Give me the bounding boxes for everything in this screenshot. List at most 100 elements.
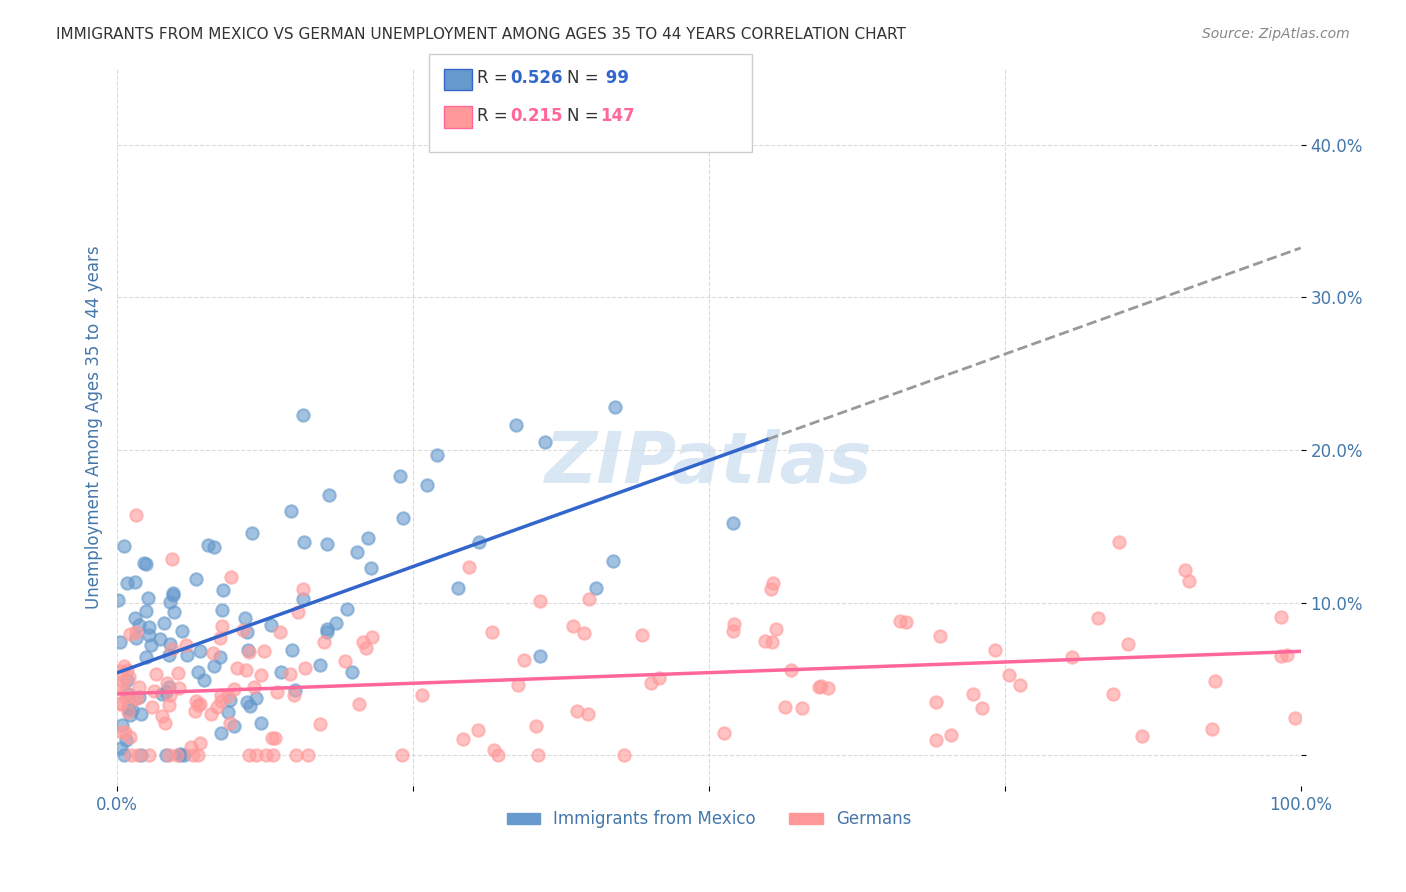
Point (603, 401, 626, 415)
Text: N =: N = (567, 107, 603, 125)
Point (111, 674, 134, 689)
Point (578, 706, 600, 721)
Point (211, 603, 233, 617)
Point (762, 576, 785, 591)
Point (1008, 678, 1031, 692)
Point (457, 560, 479, 574)
Point (155, 748, 177, 763)
Point (314, 635, 336, 649)
Point (236, 643, 259, 657)
Point (1062, 649, 1084, 664)
Point (260, 618, 283, 632)
Point (166, 748, 188, 763)
Point (1130, 729, 1153, 743)
Point (117, 701, 139, 715)
Point (779, 663, 801, 677)
Point (808, 680, 831, 694)
Point (291, 409, 314, 423)
Point (153, 615, 176, 630)
Point (352, 635, 374, 649)
Point (135, 558, 157, 572)
Point (765, 622, 787, 636)
Point (572, 626, 595, 640)
Point (159, 688, 181, 702)
Point (280, 504, 302, 518)
Point (217, 705, 239, 719)
Point (138, 628, 160, 642)
Point (529, 593, 551, 607)
Point (169, 748, 191, 763)
Point (128, 680, 150, 694)
Point (160, 551, 183, 566)
Point (114, 690, 136, 704)
Point (561, 619, 583, 633)
Point (114, 684, 136, 698)
Point (162, 588, 184, 602)
Point (118, 670, 141, 684)
Point (1087, 611, 1109, 625)
Point (245, 748, 267, 763)
Point (647, 671, 669, 685)
Point (159, 638, 181, 652)
Point (110, 740, 132, 755)
Point (761, 635, 783, 649)
Point (266, 684, 288, 698)
Point (120, 708, 142, 723)
Point (157, 648, 180, 662)
Point (125, 691, 148, 706)
Point (640, 676, 662, 690)
Point (278, 666, 301, 681)
Point (112, 540, 135, 554)
Text: 0.215: 0.215 (510, 107, 562, 125)
Point (120, 730, 142, 744)
Point (186, 694, 208, 708)
Point (264, 731, 287, 745)
Text: R =: R = (477, 107, 513, 125)
Point (270, 665, 292, 680)
Point (262, 748, 284, 763)
Point (388, 469, 411, 483)
Point (115, 673, 138, 687)
Point (222, 682, 245, 697)
Point (1102, 687, 1125, 701)
Point (120, 748, 142, 763)
Point (810, 680, 832, 694)
Point (187, 698, 209, 713)
Point (125, 625, 148, 640)
Point (1270, 610, 1292, 624)
Point (128, 690, 150, 704)
Point (1270, 648, 1292, 663)
Point (176, 638, 198, 652)
Point (506, 678, 529, 692)
Point (721, 624, 744, 638)
Point (925, 695, 948, 709)
Point (1118, 637, 1140, 651)
Point (181, 748, 204, 763)
Point (138, 620, 160, 634)
Point (984, 643, 1007, 657)
Point (110, 697, 132, 711)
Text: N =: N = (567, 70, 603, 87)
Point (118, 627, 141, 641)
Point (426, 448, 449, 462)
Point (357, 532, 380, 546)
Point (157, 680, 180, 694)
Point (108, 634, 131, 648)
Point (354, 640, 377, 655)
Point (527, 748, 550, 763)
Point (1177, 574, 1199, 589)
Point (253, 644, 276, 658)
Point (157, 748, 180, 763)
Point (316, 624, 339, 639)
Y-axis label: Unemployment Among Ages 35 to 44 years: Unemployment Among Ages 35 to 44 years (86, 245, 103, 609)
Point (578, 592, 600, 607)
Point (269, 625, 291, 640)
Point (250, 668, 273, 682)
Text: ZIPatlas: ZIPatlas (546, 428, 873, 498)
Point (1108, 535, 1130, 549)
Point (325, 616, 347, 631)
Point (929, 629, 952, 643)
Point (160, 641, 183, 656)
Point (287, 606, 309, 620)
Point (135, 650, 157, 665)
